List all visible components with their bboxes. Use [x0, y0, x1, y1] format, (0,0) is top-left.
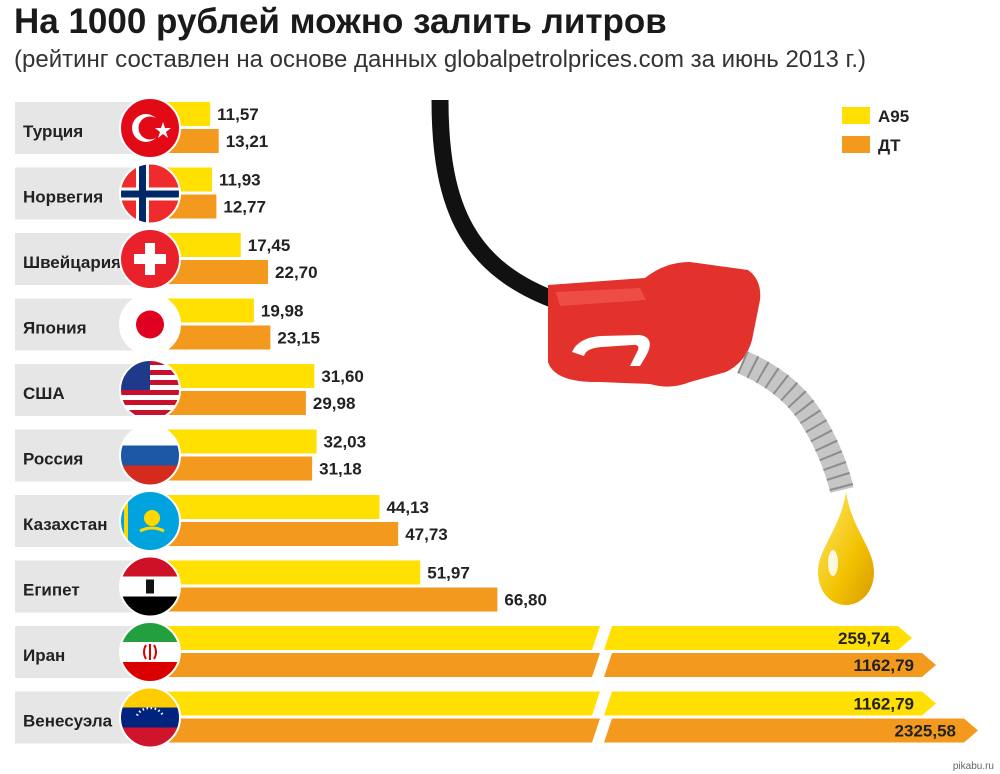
data-label: 1162,79: [853, 695, 914, 714]
data-label: 31,18: [319, 460, 362, 479]
bar-a95: [150, 691, 600, 716]
bar-a95: [150, 626, 600, 650]
country-row: Египет 51,97 66,80: [15, 555, 547, 618]
data-label: 259,74: [838, 629, 891, 648]
bar-a95: [150, 560, 421, 585]
bar-a95-continued: [604, 691, 936, 716]
data-label: 31,60: [321, 367, 364, 386]
bar-a95: [150, 495, 380, 519]
kazakhstan-flag-icon: [119, 490, 181, 552]
japan-flag-icon: [119, 293, 181, 356]
country-row: Россия 32,03 31,18: [15, 424, 367, 487]
country-label: Венесуэла: [23, 712, 113, 731]
country-row: Иран 259,74 1162,79: [15, 621, 936, 683]
legend: А95 ДТ: [842, 107, 909, 155]
flag-border: [119, 97, 181, 159]
legend-label-a95: А95: [878, 107, 909, 126]
legend-swatch-dt: [842, 136, 870, 153]
flag-border: [119, 555, 181, 618]
data-label: 66,80: [504, 591, 547, 610]
country-row: США 31,60 29,98: [15, 359, 364, 421]
country-label: Норвегия: [23, 188, 103, 207]
country-row: Япония 19,98 23,15: [15, 293, 320, 356]
bar-a95-continued: [604, 626, 912, 650]
country-row: Норвегия 11,93 12,77: [15, 162, 266, 225]
country-label: Иран: [23, 646, 65, 665]
country-label: Египет: [23, 581, 80, 600]
country-row: Казахстан 44,13 47,73: [15, 490, 448, 552]
country-label: Швейцария: [23, 253, 121, 272]
data-label: 17,45: [248, 236, 291, 255]
data-label: 1162,79: [853, 656, 914, 675]
egypt-flag-icon: [119, 555, 181, 618]
flag-border: [119, 359, 181, 421]
data-label: 22,70: [275, 263, 318, 282]
venezuela-flag-icon: [119, 686, 181, 749]
country-label: Казахстан: [23, 515, 107, 534]
flag-border: [119, 293, 181, 356]
flag-border: [119, 686, 181, 749]
flag-border: [119, 490, 181, 552]
data-label: 51,97: [427, 564, 470, 583]
russia-flag-icon: [119, 424, 181, 487]
switzerland-flag-icon: [119, 228, 181, 290]
data-label: 47,73: [405, 525, 448, 544]
watermark: pikabu.ru: [952, 761, 994, 772]
chart-subtitle: (рейтинг составлен на основе данных glob…: [14, 46, 866, 73]
country-label: Япония: [23, 319, 87, 338]
bar-dt-continued: [604, 653, 936, 677]
flag-border: [119, 424, 181, 487]
data-label: 13,21: [226, 132, 269, 151]
data-label: 12,77: [223, 198, 266, 217]
country-label: США: [23, 384, 65, 403]
country-row: Швейцария 17,45 22,70: [15, 228, 318, 290]
data-label: 11,93: [219, 171, 261, 190]
data-label: 44,13: [386, 498, 429, 517]
data-label: 11,57: [217, 105, 259, 124]
norway-flag-icon: [119, 162, 181, 225]
legend-label-dt: ДТ: [878, 136, 901, 155]
iran-flag-icon: [119, 621, 181, 683]
flag-border: [119, 621, 181, 683]
bar-dt: [150, 587, 498, 612]
flag-border: [119, 228, 181, 290]
data-label: 2325,58: [895, 722, 956, 741]
chart-rows: Турция 11,57 13,21 Норвегия 11,93 12,77 Швей…: [15, 97, 978, 749]
usa-flag-icon: [119, 359, 181, 421]
bar-dt: [150, 653, 600, 677]
country-label: Турция: [23, 122, 83, 141]
country-label: Россия: [23, 450, 83, 469]
fuel-drop-icon: [818, 492, 874, 605]
flag-border: [119, 162, 181, 225]
bar-dt: [150, 522, 399, 546]
chart-title: На 1000 рублей можно залить литров: [14, 2, 667, 41]
data-label: 32,03: [324, 433, 367, 452]
bar-dt-continued: [604, 718, 978, 743]
country-row: Венесуэла 1162,79 2325,58: [15, 686, 978, 749]
legend-swatch-a95: [842, 107, 870, 124]
data-label: 29,98: [313, 394, 356, 413]
fuel-nozzle-illustration: [431, 99, 854, 494]
turkey-flag-icon: [119, 97, 181, 159]
data-label: 19,98: [261, 302, 304, 321]
country-row: Турция 11,57 13,21: [15, 97, 269, 159]
data-label: 23,15: [277, 329, 320, 348]
bar-dt: [150, 718, 600, 743]
